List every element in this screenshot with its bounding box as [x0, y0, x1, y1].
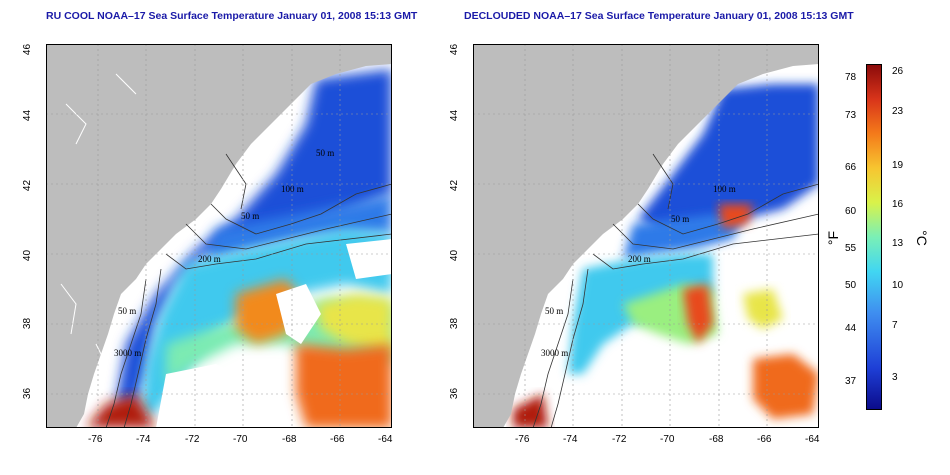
celsius-tick: 23 [892, 106, 904, 117]
x-tick-label: -70 [660, 434, 675, 445]
y-tick-label: 42 [22, 179, 34, 192]
y-tick-label: 46 [22, 43, 34, 56]
y-tick-label: 46 [449, 43, 461, 56]
fahrenheit-tick: 78 [845, 72, 857, 83]
celsius-tick: 26 [892, 66, 904, 77]
fahrenheit-tick: 55 [845, 243, 857, 254]
left-map-title: RU COOL NOAA–17 Sea Surface Temperature … [46, 10, 418, 22]
isobath-label: 3000 m [114, 348, 141, 358]
y-tick-label: 38 [22, 317, 34, 330]
celsius-tick: 13 [892, 238, 904, 249]
isobath-label: 50 m [118, 306, 136, 316]
x-tick-label: -76 [515, 434, 530, 445]
celsius-tick: 7 [892, 320, 898, 331]
fahrenheit-tick: 44 [845, 323, 857, 334]
x-tick-label: -74 [136, 434, 151, 445]
fahrenheit-tick: 50 [845, 280, 857, 291]
left-sst-map: 50 m 100 m 50 m 200 m 50 m 3000 m [46, 44, 392, 428]
x-tick-label: -66 [757, 434, 772, 445]
x-tick-label: -72 [612, 434, 627, 445]
right-map-title: DECLOUDED NOAA–17 Sea Surface Temperatur… [464, 10, 854, 22]
y-tick-label: 36 [449, 387, 461, 400]
map-frame [473, 44, 819, 428]
isobath-contours [532, 153, 819, 428]
isobath-label: 50 m [671, 214, 689, 224]
x-tick-label: -74 [563, 434, 578, 445]
land-mass [473, 44, 819, 428]
y-tick-label: 40 [449, 249, 461, 262]
x-tick-label: -66 [330, 434, 345, 445]
sst-field [86, 69, 392, 428]
celsius-unit-label: °C [913, 230, 930, 246]
graticule [473, 44, 819, 428]
x-tick-label: -76 [88, 434, 103, 445]
graticule [46, 44, 392, 428]
fahrenheit-unit-label: °F [825, 230, 842, 246]
isobath-label: 50 m [241, 211, 259, 221]
x-tick-label: -72 [185, 434, 200, 445]
y-tick-label: 44 [22, 109, 34, 122]
celsius-tick: 3 [892, 372, 898, 383]
isobath-label: 200 m [198, 254, 221, 264]
y-tick-label: 42 [449, 179, 461, 192]
isobath-label: 50 m [316, 148, 334, 158]
celsius-tick: 10 [892, 280, 904, 291]
x-tick-label: -68 [709, 434, 724, 445]
y-tick-label: 44 [449, 109, 461, 122]
isobath-label: 200 m [628, 254, 651, 264]
x-tick-label: -64 [805, 434, 820, 445]
fahrenheit-tick: 60 [845, 206, 857, 217]
land-mass [46, 44, 392, 428]
y-tick-label: 38 [449, 317, 461, 330]
right-sst-map: 100 m 50 m 200 m 50 m 3000 m [473, 44, 819, 428]
y-tick-label: 40 [22, 249, 34, 262]
x-tick-label: -64 [378, 434, 393, 445]
temperature-colorbar [866, 64, 882, 410]
isobath-contours [105, 153, 392, 428]
celsius-tick: 19 [892, 160, 904, 171]
map-frame [46, 44, 392, 428]
isobath-label: 100 m [713, 184, 736, 194]
isobath-label: 3000 m [541, 348, 568, 358]
fahrenheit-tick: 73 [845, 110, 857, 121]
x-tick-label: -68 [282, 434, 297, 445]
x-tick-label: -70 [233, 434, 248, 445]
fahrenheit-tick: 37 [845, 376, 857, 387]
fahrenheit-tick: 66 [845, 162, 857, 173]
cloud-mask [156, 239, 392, 428]
isobath-label: 50 m [545, 306, 563, 316]
celsius-tick: 16 [892, 199, 904, 210]
sst-field [513, 84, 819, 428]
isobath-label: 100 m [281, 184, 304, 194]
y-tick-label: 36 [22, 387, 34, 400]
